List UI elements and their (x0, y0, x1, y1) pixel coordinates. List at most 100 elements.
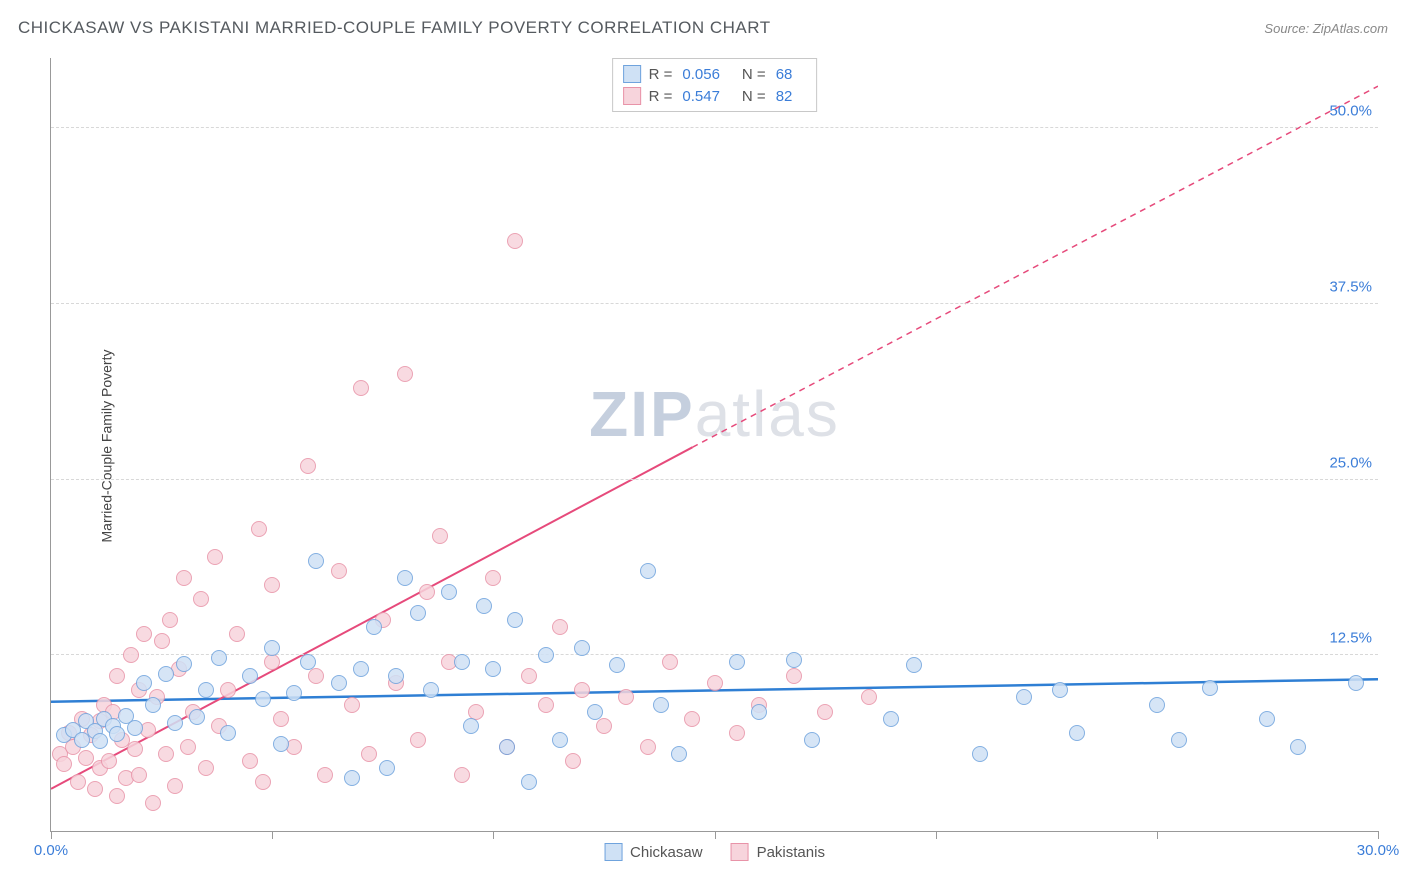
data-point (255, 691, 271, 707)
n-value-pakistanis: 82 (776, 88, 793, 105)
data-point (136, 626, 152, 642)
data-point (193, 591, 209, 607)
data-point (397, 366, 413, 382)
r-label: R = (649, 66, 673, 83)
x-tick-label: 30.0% (1357, 842, 1400, 859)
data-point (167, 715, 183, 731)
data-point (198, 760, 214, 776)
data-point (419, 584, 435, 600)
data-point (640, 563, 656, 579)
grid-line-h (51, 303, 1378, 304)
y-tick-label: 25.0% (1329, 454, 1372, 471)
data-point (538, 647, 554, 663)
legend-item-chickasaw: Chickasaw (604, 843, 703, 861)
data-point (353, 380, 369, 396)
data-point (521, 774, 537, 790)
data-point (56, 756, 72, 772)
swatch-pakistanis (731, 843, 749, 861)
data-point (1348, 675, 1364, 691)
data-point (1202, 680, 1218, 696)
data-point (906, 657, 922, 673)
data-point (786, 668, 802, 684)
data-point (653, 697, 669, 713)
data-point (273, 711, 289, 727)
data-point (211, 650, 227, 666)
r-value-pakistanis: 0.547 (682, 88, 720, 105)
data-point (786, 652, 802, 668)
data-point (229, 626, 245, 642)
data-point (507, 612, 523, 628)
data-point (1016, 689, 1032, 705)
data-point (123, 647, 139, 663)
data-point (410, 732, 426, 748)
data-point (145, 697, 161, 713)
data-point (463, 718, 479, 734)
source-name: ZipAtlas.com (1313, 21, 1388, 36)
data-point (344, 697, 360, 713)
legend-label-pakistanis: Pakistanis (757, 844, 825, 861)
data-point (538, 697, 554, 713)
swatch-chickasaw (623, 65, 641, 83)
data-point (87, 781, 103, 797)
data-point (423, 682, 439, 698)
data-point (485, 661, 501, 677)
watermark-zip: ZIP (589, 378, 695, 450)
data-point (145, 795, 161, 811)
data-point (379, 760, 395, 776)
data-point (264, 640, 280, 656)
data-point (158, 666, 174, 682)
data-point (207, 549, 223, 565)
legend-item-pakistanis: Pakistanis (731, 843, 825, 861)
data-point (861, 689, 877, 705)
x-tick-label: 0.0% (34, 842, 68, 859)
data-point (242, 668, 258, 684)
data-point (454, 654, 470, 670)
data-point (804, 732, 820, 748)
data-point (242, 753, 258, 769)
data-point (454, 767, 470, 783)
data-point (176, 570, 192, 586)
data-point (476, 598, 492, 614)
data-point (618, 689, 634, 705)
watermark-rest: atlas (695, 378, 840, 450)
data-point (198, 682, 214, 698)
data-point (189, 709, 205, 725)
y-tick-label: 37.5% (1329, 278, 1372, 295)
data-point (1069, 725, 1085, 741)
data-point (158, 746, 174, 762)
legend-label-chickasaw: Chickasaw (630, 844, 703, 861)
n-label: N = (742, 66, 766, 83)
data-point (308, 553, 324, 569)
data-point (552, 732, 568, 748)
data-point (565, 753, 581, 769)
data-point (176, 656, 192, 672)
data-point (300, 654, 316, 670)
data-point (344, 770, 360, 786)
stats-row-chickasaw: R = 0.056 N = 68 (623, 63, 807, 85)
x-tick (272, 831, 273, 839)
data-point (162, 612, 178, 628)
x-tick (493, 831, 494, 839)
data-point (127, 741, 143, 757)
data-point (587, 704, 603, 720)
watermark: ZIPatlas (589, 377, 840, 451)
data-point (1149, 697, 1165, 713)
data-point (101, 753, 117, 769)
data-point (251, 521, 267, 537)
x-tick (1157, 831, 1158, 839)
data-point (167, 778, 183, 794)
data-point (817, 704, 833, 720)
data-point (136, 675, 152, 691)
data-point (729, 654, 745, 670)
data-point (286, 685, 302, 701)
data-point (180, 739, 196, 755)
y-tick-label: 50.0% (1329, 103, 1372, 120)
data-point (366, 619, 382, 635)
data-point (574, 682, 590, 698)
swatch-chickasaw (604, 843, 622, 861)
grid-line-h (51, 127, 1378, 128)
source-attribution: Source: ZipAtlas.com (1264, 21, 1388, 36)
data-point (1052, 682, 1068, 698)
data-point (127, 720, 143, 736)
grid-line-h (51, 654, 1378, 655)
